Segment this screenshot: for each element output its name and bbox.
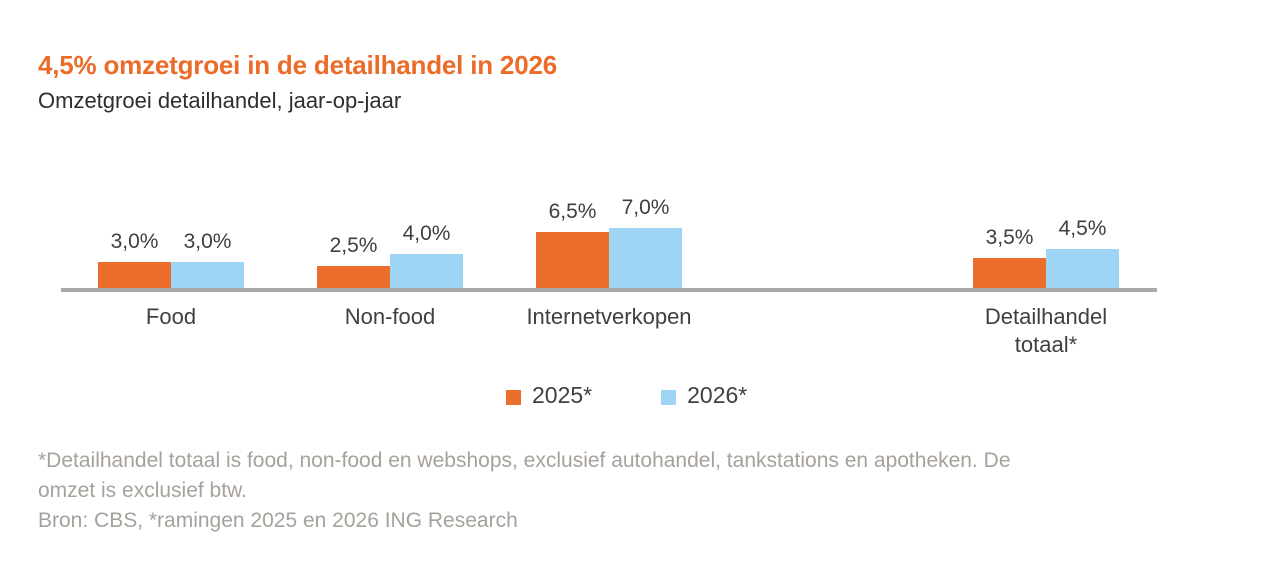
bar-value-label: 6,5%	[548, 200, 597, 223]
bar-2026-c2: 7,0%	[609, 196, 682, 288]
bar-value-label: 3,5%	[985, 226, 1034, 249]
legend-swatch	[506, 389, 521, 405]
category-label: Detailhandel totaal*	[984, 304, 1108, 357]
bar-2025-c0: 3,0%	[98, 230, 171, 288]
bar-value-label: 2,5%	[329, 234, 378, 257]
legend: 2025* 2026*	[506, 382, 747, 409]
footnote-line: omzet is exclusief btw.	[38, 479, 247, 502]
category-label: Non-food	[344, 304, 436, 329]
bar-value-label: 7,0%	[621, 196, 670, 219]
legend-swatch	[661, 389, 677, 405]
plot-area: 3,0% 3,0% 2,5% 4,0% 6,5% 7,0% 3,5% 4,5%	[0, 0, 1280, 288]
bar-2025-c2: 6,5%	[536, 200, 609, 288]
footnote-line: *Detailhandel totaal is food, non-food e…	[38, 449, 1011, 472]
legend-item: 2025*	[506, 382, 592, 409]
legend-label: 2026*	[687, 382, 748, 408]
bar-value-label: 4,0%	[402, 222, 451, 245]
bar-value-label: 3,0%	[110, 230, 159, 253]
footnote-line: Bron: CBS, *ramingen 2025 en 2026 ING Re…	[38, 509, 518, 532]
category-label: Internetverkopen	[526, 304, 692, 329]
bar-2026-c1: 4,0%	[390, 222, 463, 288]
legend-label: 2025*	[532, 382, 593, 408]
category-label: Food	[145, 304, 197, 329]
legend-item: 2026*	[661, 382, 747, 409]
bar-2026-c0: 3,0%	[171, 230, 244, 288]
bar-2025-c3: 3,5%	[973, 226, 1046, 288]
x-axis-line	[61, 288, 1157, 292]
footnote: *Detailhandel totaal is food, non-food e…	[38, 446, 1208, 536]
bar-2026-c3: 4,5%	[1046, 217, 1119, 288]
bar-value-label: 4,5%	[1058, 217, 1107, 240]
chart-subtitle: Omzetgroei detailhandel, jaar-op-jaar	[38, 88, 402, 113]
chart-title: 4,5% omzetgroei in de detailhandel in 20…	[38, 50, 557, 80]
bar-2025-c1: 2,5%	[317, 234, 390, 288]
bar-value-label: 3,0%	[183, 230, 232, 253]
